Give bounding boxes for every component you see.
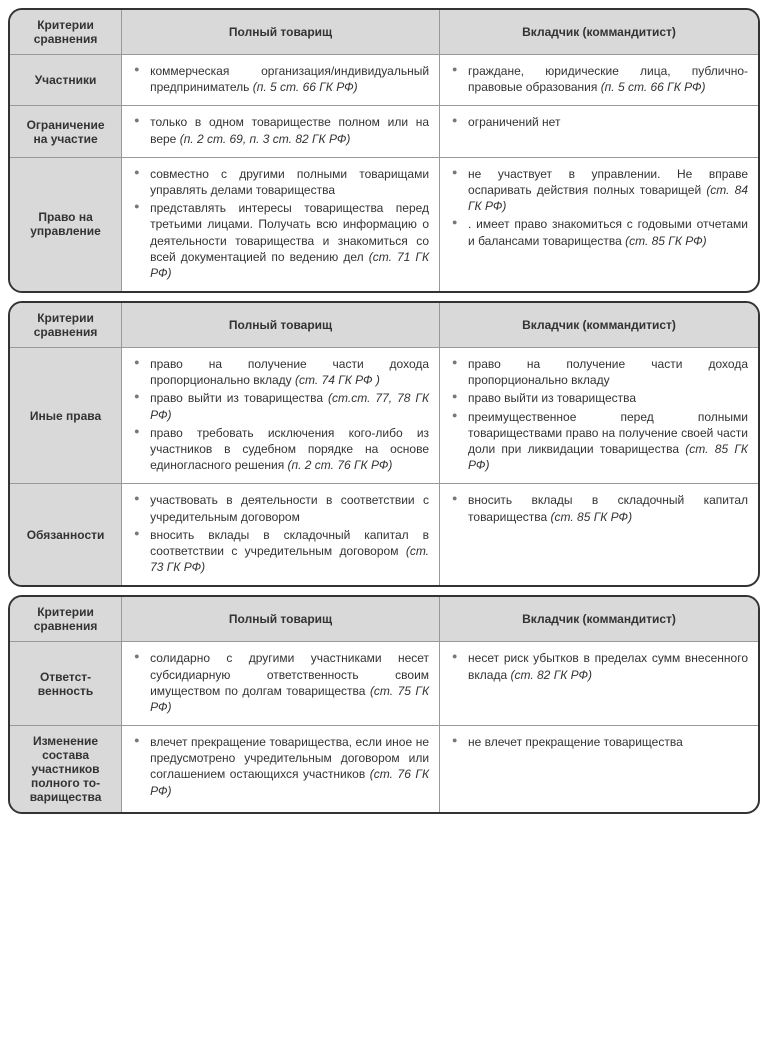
- table-row: Ограничение на участие только в одном то…: [10, 106, 758, 157]
- item-text: право на получение части дохода пропорци…: [468, 357, 748, 387]
- investor-cell: вносить вклады в складочный капитал това…: [440, 484, 758, 585]
- list-item: право требовать исключения кого-либо из …: [146, 425, 429, 474]
- list-item: коммерческая организация/индивидуальный …: [146, 63, 429, 95]
- header-investor: Вкладчик (коммандитист): [440, 303, 758, 348]
- comparison-table-3: Критерии сравнения Полный товарищ Вкладч…: [8, 595, 760, 814]
- table-row: Ответст­венность солидарно с другими уча…: [10, 642, 758, 726]
- list-item: право выйти из товарищества: [464, 390, 748, 406]
- list-item: не участвует в управлении. Не вправе осп…: [464, 166, 748, 215]
- criteria-cell: Ограничение на участие: [10, 106, 122, 157]
- full-cell: влечет прекращение товарищества, если ин…: [122, 726, 440, 812]
- list-item: . имеет право знакомиться с годовыми отч…: [464, 216, 748, 248]
- header-criteria: Критерии сравнения: [10, 597, 122, 642]
- header-full: Полный товарищ: [122, 10, 440, 55]
- item-text: участвовать в деятельности в соответстви…: [150, 493, 429, 523]
- list-item: вносить вклады в складочный капитал това…: [464, 492, 748, 524]
- item-reference: (п. 2 ст. 69, п. 3 ст. 82 ГК РФ): [180, 132, 351, 146]
- full-cell: право на получение части дохода пропорци…: [122, 348, 440, 484]
- header-criteria: Критерии сравнения: [10, 10, 122, 55]
- item-reference: (п. 5 ст. 66 ГК РФ): [601, 80, 706, 94]
- item-text: право на получение части дохода пропорци…: [150, 357, 429, 387]
- item-text: право выйти из товарищества: [468, 391, 636, 405]
- item-text: вносить вклады в складочный капитал в со…: [150, 528, 429, 558]
- item-text: ограничений нет: [468, 115, 560, 129]
- table-row: Право на управление совместно с другими …: [10, 158, 758, 291]
- investor-cell: право на получение части дохода пропорци…: [440, 348, 758, 484]
- investor-cell: ограничений нет: [440, 106, 758, 157]
- table-header-row: Критерии сравнения Полный товарищ Вкладч…: [10, 303, 758, 348]
- investor-cell: граждане, юридические лица, публично-пра…: [440, 55, 758, 106]
- item-reference: (ст. 74 ГК РФ ): [295, 373, 380, 387]
- header-investor: Вкладчик (коммандитист): [440, 597, 758, 642]
- item-text: совместно с другими полными товарищами у…: [150, 167, 429, 197]
- investor-cell: несет риск убытков в пределах сумм внесе…: [440, 642, 758, 726]
- list-item: право на получение части дохода пропорци…: [146, 356, 429, 388]
- full-cell: солидарно с другими участниками несет су…: [122, 642, 440, 726]
- investor-cell: не влечет прекращение това­рищества: [440, 726, 758, 812]
- item-reference: (п. 5 ст. 66 ГК РФ): [253, 80, 358, 94]
- header-full: Полный товарищ: [122, 597, 440, 642]
- comparison-table-1: Критерии сравнения Полный товарищ Вкладч…: [8, 8, 760, 293]
- full-cell: только в одном товариществе полном или н…: [122, 106, 440, 157]
- list-item: участвовать в деятельности в соответстви…: [146, 492, 429, 524]
- investor-cell: не участвует в управлении. Не вправе осп…: [440, 158, 758, 291]
- list-item: солидарно с другими участниками несет су…: [146, 650, 429, 715]
- header-full: Полный товарищ: [122, 303, 440, 348]
- list-item: представлять интересы товарищества перед…: [146, 200, 429, 281]
- table-row: Иные права право на получение части дохо…: [10, 348, 758, 484]
- criteria-cell: Иные права: [10, 348, 122, 484]
- table-header-row: Критерии сравнения Полный товарищ Вкладч…: [10, 597, 758, 642]
- table-header-row: Критерии сравнения Полный товарищ Вкладч…: [10, 10, 758, 55]
- item-reference: (ст. 85 ГК РФ): [551, 510, 633, 524]
- header-criteria: Критерии сравнения: [10, 303, 122, 348]
- list-item: право выйти из товарищества (ст.ст. 77, …: [146, 390, 429, 422]
- list-item: только в одном товариществе полном или н…: [146, 114, 429, 146]
- criteria-cell: Участники: [10, 55, 122, 106]
- item-reference: (ст. 82 ГК РФ): [510, 668, 592, 682]
- list-item: преимущественное перед полными товарищес…: [464, 409, 748, 474]
- list-item: совместно с другими полными товарищами у…: [146, 166, 429, 198]
- list-item: вносить вклады в складочный капитал в со…: [146, 527, 429, 576]
- list-item: граждане, юридические лица, публично-пра…: [464, 63, 748, 95]
- table-row: Обязанности участвовать в деятельности в…: [10, 484, 758, 585]
- criteria-cell: Право на управление: [10, 158, 122, 291]
- item-text: право выйти из товарищества: [150, 391, 328, 405]
- header-investor: Вкладчик (коммандитист): [440, 10, 758, 55]
- list-item: влечет прекращение товарищества, если ин…: [146, 734, 429, 799]
- criteria-cell: Ответст­венность: [10, 642, 122, 726]
- criteria-cell: Изменение состава участников полного то­…: [10, 726, 122, 812]
- full-cell: участвовать в деятельности в соответстви…: [122, 484, 440, 585]
- list-item: ограничений нет: [464, 114, 748, 130]
- item-reference: (п. 2 ст. 76 ГК РФ): [288, 458, 393, 472]
- list-item: несет риск убытков в пределах сумм внесе…: [464, 650, 748, 682]
- item-reference: (ст. 85 ГК РФ): [625, 234, 707, 248]
- table-row: Участники коммерческая организация/индив…: [10, 55, 758, 106]
- item-text: не влечет прекращение това­рищества: [468, 735, 683, 749]
- table-row: Изменение состава участников полного то­…: [10, 726, 758, 812]
- comparison-table-2: Критерии сравнения Полный товарищ Вкладч…: [8, 301, 760, 587]
- full-cell: совместно с другими полными товарищами у…: [122, 158, 440, 291]
- criteria-cell: Обязанности: [10, 484, 122, 585]
- full-cell: коммерческая организация/индивидуальный …: [122, 55, 440, 106]
- list-item: право на получение части дохода пропорци…: [464, 356, 748, 388]
- list-item: не влечет прекращение това­рищества: [464, 734, 748, 750]
